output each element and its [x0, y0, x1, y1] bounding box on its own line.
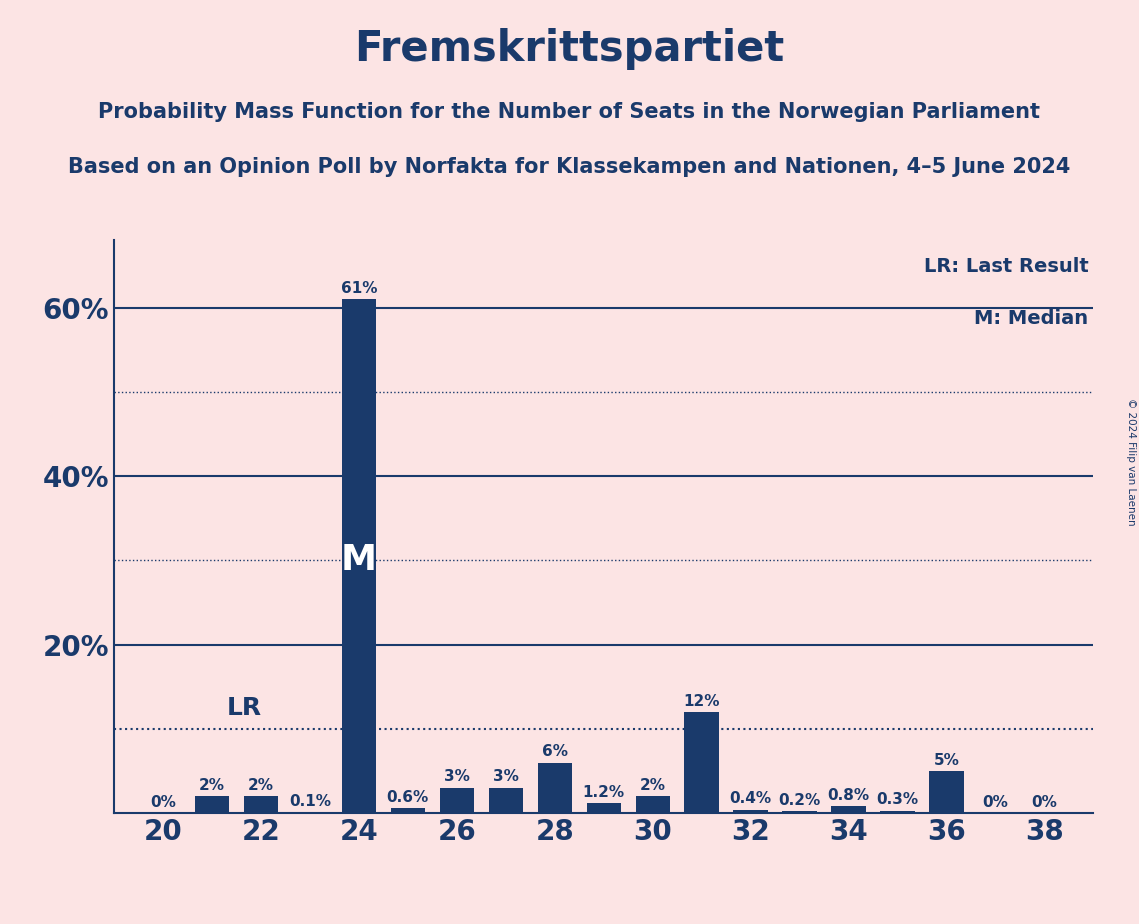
Text: Probability Mass Function for the Number of Seats in the Norwegian Parliament: Probability Mass Function for the Number…	[98, 102, 1041, 122]
Bar	[587, 803, 621, 813]
Bar	[929, 771, 964, 813]
Bar	[831, 807, 866, 813]
Text: LR: Last Result: LR: Last Result	[924, 258, 1089, 276]
Text: 0.2%: 0.2%	[778, 793, 821, 808]
Bar	[489, 788, 523, 813]
Text: 5%: 5%	[934, 753, 959, 768]
Text: 0.4%: 0.4%	[730, 791, 771, 807]
Text: 0.3%: 0.3%	[877, 792, 918, 808]
Text: 2%: 2%	[199, 778, 224, 793]
Text: 0%: 0%	[150, 795, 175, 809]
Bar	[880, 810, 915, 813]
Text: 61%: 61%	[341, 281, 377, 296]
Text: 12%: 12%	[683, 694, 720, 709]
Text: M: Median: M: Median	[975, 309, 1089, 328]
Bar	[391, 808, 425, 813]
Text: © 2024 Filip van Laenen: © 2024 Filip van Laenen	[1126, 398, 1136, 526]
Text: 2%: 2%	[248, 778, 273, 793]
Text: 0.6%: 0.6%	[386, 790, 429, 805]
Text: LR: LR	[227, 697, 262, 721]
Text: 0.8%: 0.8%	[828, 788, 869, 803]
Bar	[342, 299, 376, 813]
Bar	[244, 796, 278, 813]
Text: 0.1%: 0.1%	[289, 794, 330, 808]
Text: 3%: 3%	[493, 770, 518, 784]
Bar	[195, 796, 229, 813]
Text: Based on an Opinion Poll by Norfakta for Klassekampen and Nationen, 4–5 June 202: Based on an Opinion Poll by Norfakta for…	[68, 157, 1071, 177]
Text: 3%: 3%	[444, 770, 469, 784]
Text: Fremskrittspartiet: Fremskrittspartiet	[354, 28, 785, 69]
Text: 0%: 0%	[1032, 795, 1057, 809]
Bar	[440, 788, 474, 813]
Bar	[782, 811, 817, 813]
Text: 2%: 2%	[640, 778, 665, 793]
Text: M: M	[341, 543, 377, 578]
Bar	[538, 762, 572, 813]
Bar	[636, 796, 670, 813]
Text: 1.2%: 1.2%	[583, 784, 624, 799]
Text: 0%: 0%	[983, 795, 1008, 809]
Text: 6%: 6%	[542, 744, 567, 760]
Bar	[685, 712, 719, 813]
Bar	[734, 809, 768, 813]
